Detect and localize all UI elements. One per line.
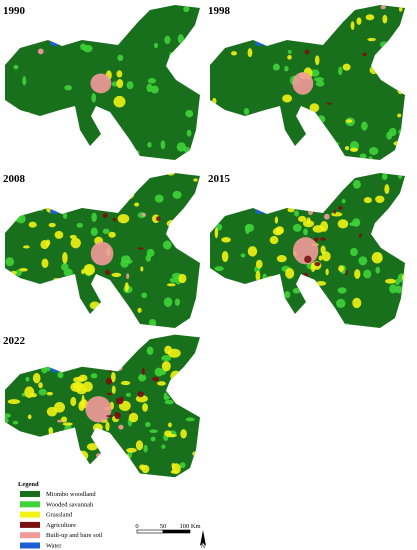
scale-bar: 0 50 100 Km bbox=[135, 523, 201, 534]
map bbox=[5, 5, 200, 160]
legend-label: Water bbox=[46, 543, 62, 550]
scale-label: 0 bbox=[135, 523, 138, 530]
map bbox=[210, 5, 405, 160]
legend: Legend Miombo woodland Wooded savannah Gra… bbox=[18, 481, 103, 550]
legend-label: Wooded savannah bbox=[46, 501, 94, 508]
legend-swatch bbox=[20, 521, 40, 528]
map bbox=[210, 173, 405, 328]
north-label: N bbox=[201, 544, 206, 550]
legend-swatch bbox=[20, 511, 40, 518]
north-arrow: N bbox=[200, 530, 206, 550]
legend-label: Agriculture bbox=[46, 522, 76, 529]
map-panel: 2015 bbox=[208, 173, 405, 328]
legend-swatch bbox=[20, 532, 40, 539]
map bbox=[5, 173, 200, 328]
map-panel: 2008 bbox=[3, 173, 200, 328]
map bbox=[5, 334, 200, 478]
legend-label: Built-up and bare soil bbox=[46, 532, 103, 539]
year-label: 2022 bbox=[3, 335, 26, 347]
year-label: 2015 bbox=[208, 173, 231, 185]
map-panel: 1998 bbox=[208, 5, 405, 160]
scale-label: 100 Km bbox=[179, 523, 200, 530]
legend-swatch bbox=[20, 501, 40, 508]
legend-label: Miombo woodland bbox=[46, 491, 96, 498]
legend-title: Legend bbox=[18, 481, 39, 488]
map-panel: 1990 bbox=[3, 5, 200, 160]
year-label: 1990 bbox=[3, 5, 26, 17]
legend-swatch bbox=[20, 491, 40, 497]
legend-swatch bbox=[20, 542, 40, 549]
scale-label: 50 bbox=[160, 523, 167, 530]
legend-label: Grassland bbox=[46, 512, 73, 519]
year-label: 1998 bbox=[208, 5, 231, 17]
map-panel: 2022 bbox=[3, 334, 200, 478]
year-label: 2008 bbox=[3, 173, 26, 185]
